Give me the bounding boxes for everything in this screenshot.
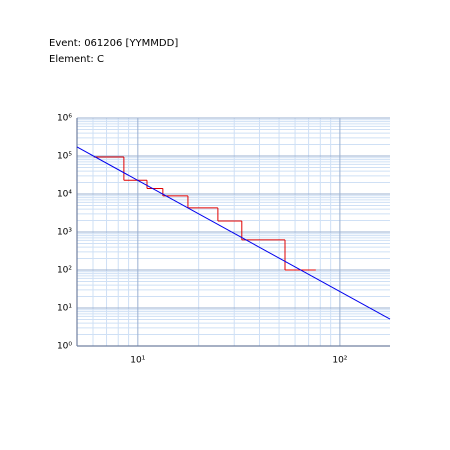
annotation: Event: 061206 [YYMMDD] — [49, 38, 178, 49]
y-tick-label: 10² — [57, 266, 72, 276]
y-tick-label: 10⁶ — [57, 114, 72, 124]
y-tick-label: 10⁵ — [57, 152, 72, 162]
y-tick-label: 10⁴ — [57, 190, 72, 200]
annotation: Element: C — [49, 54, 104, 65]
y-tick-label: 10⁰ — [57, 342, 72, 352]
y-tick-label: 10³ — [57, 228, 72, 238]
x-tick-label: 10² — [332, 356, 347, 366]
y-tick-label: 10¹ — [57, 304, 72, 314]
fit-line — [76, 146, 391, 320]
x-tick-label: 10¹ — [130, 356, 145, 366]
